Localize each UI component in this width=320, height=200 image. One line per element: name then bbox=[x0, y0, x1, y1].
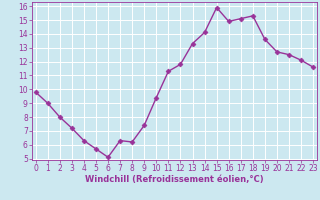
X-axis label: Windchill (Refroidissement éolien,°C): Windchill (Refroidissement éolien,°C) bbox=[85, 175, 264, 184]
